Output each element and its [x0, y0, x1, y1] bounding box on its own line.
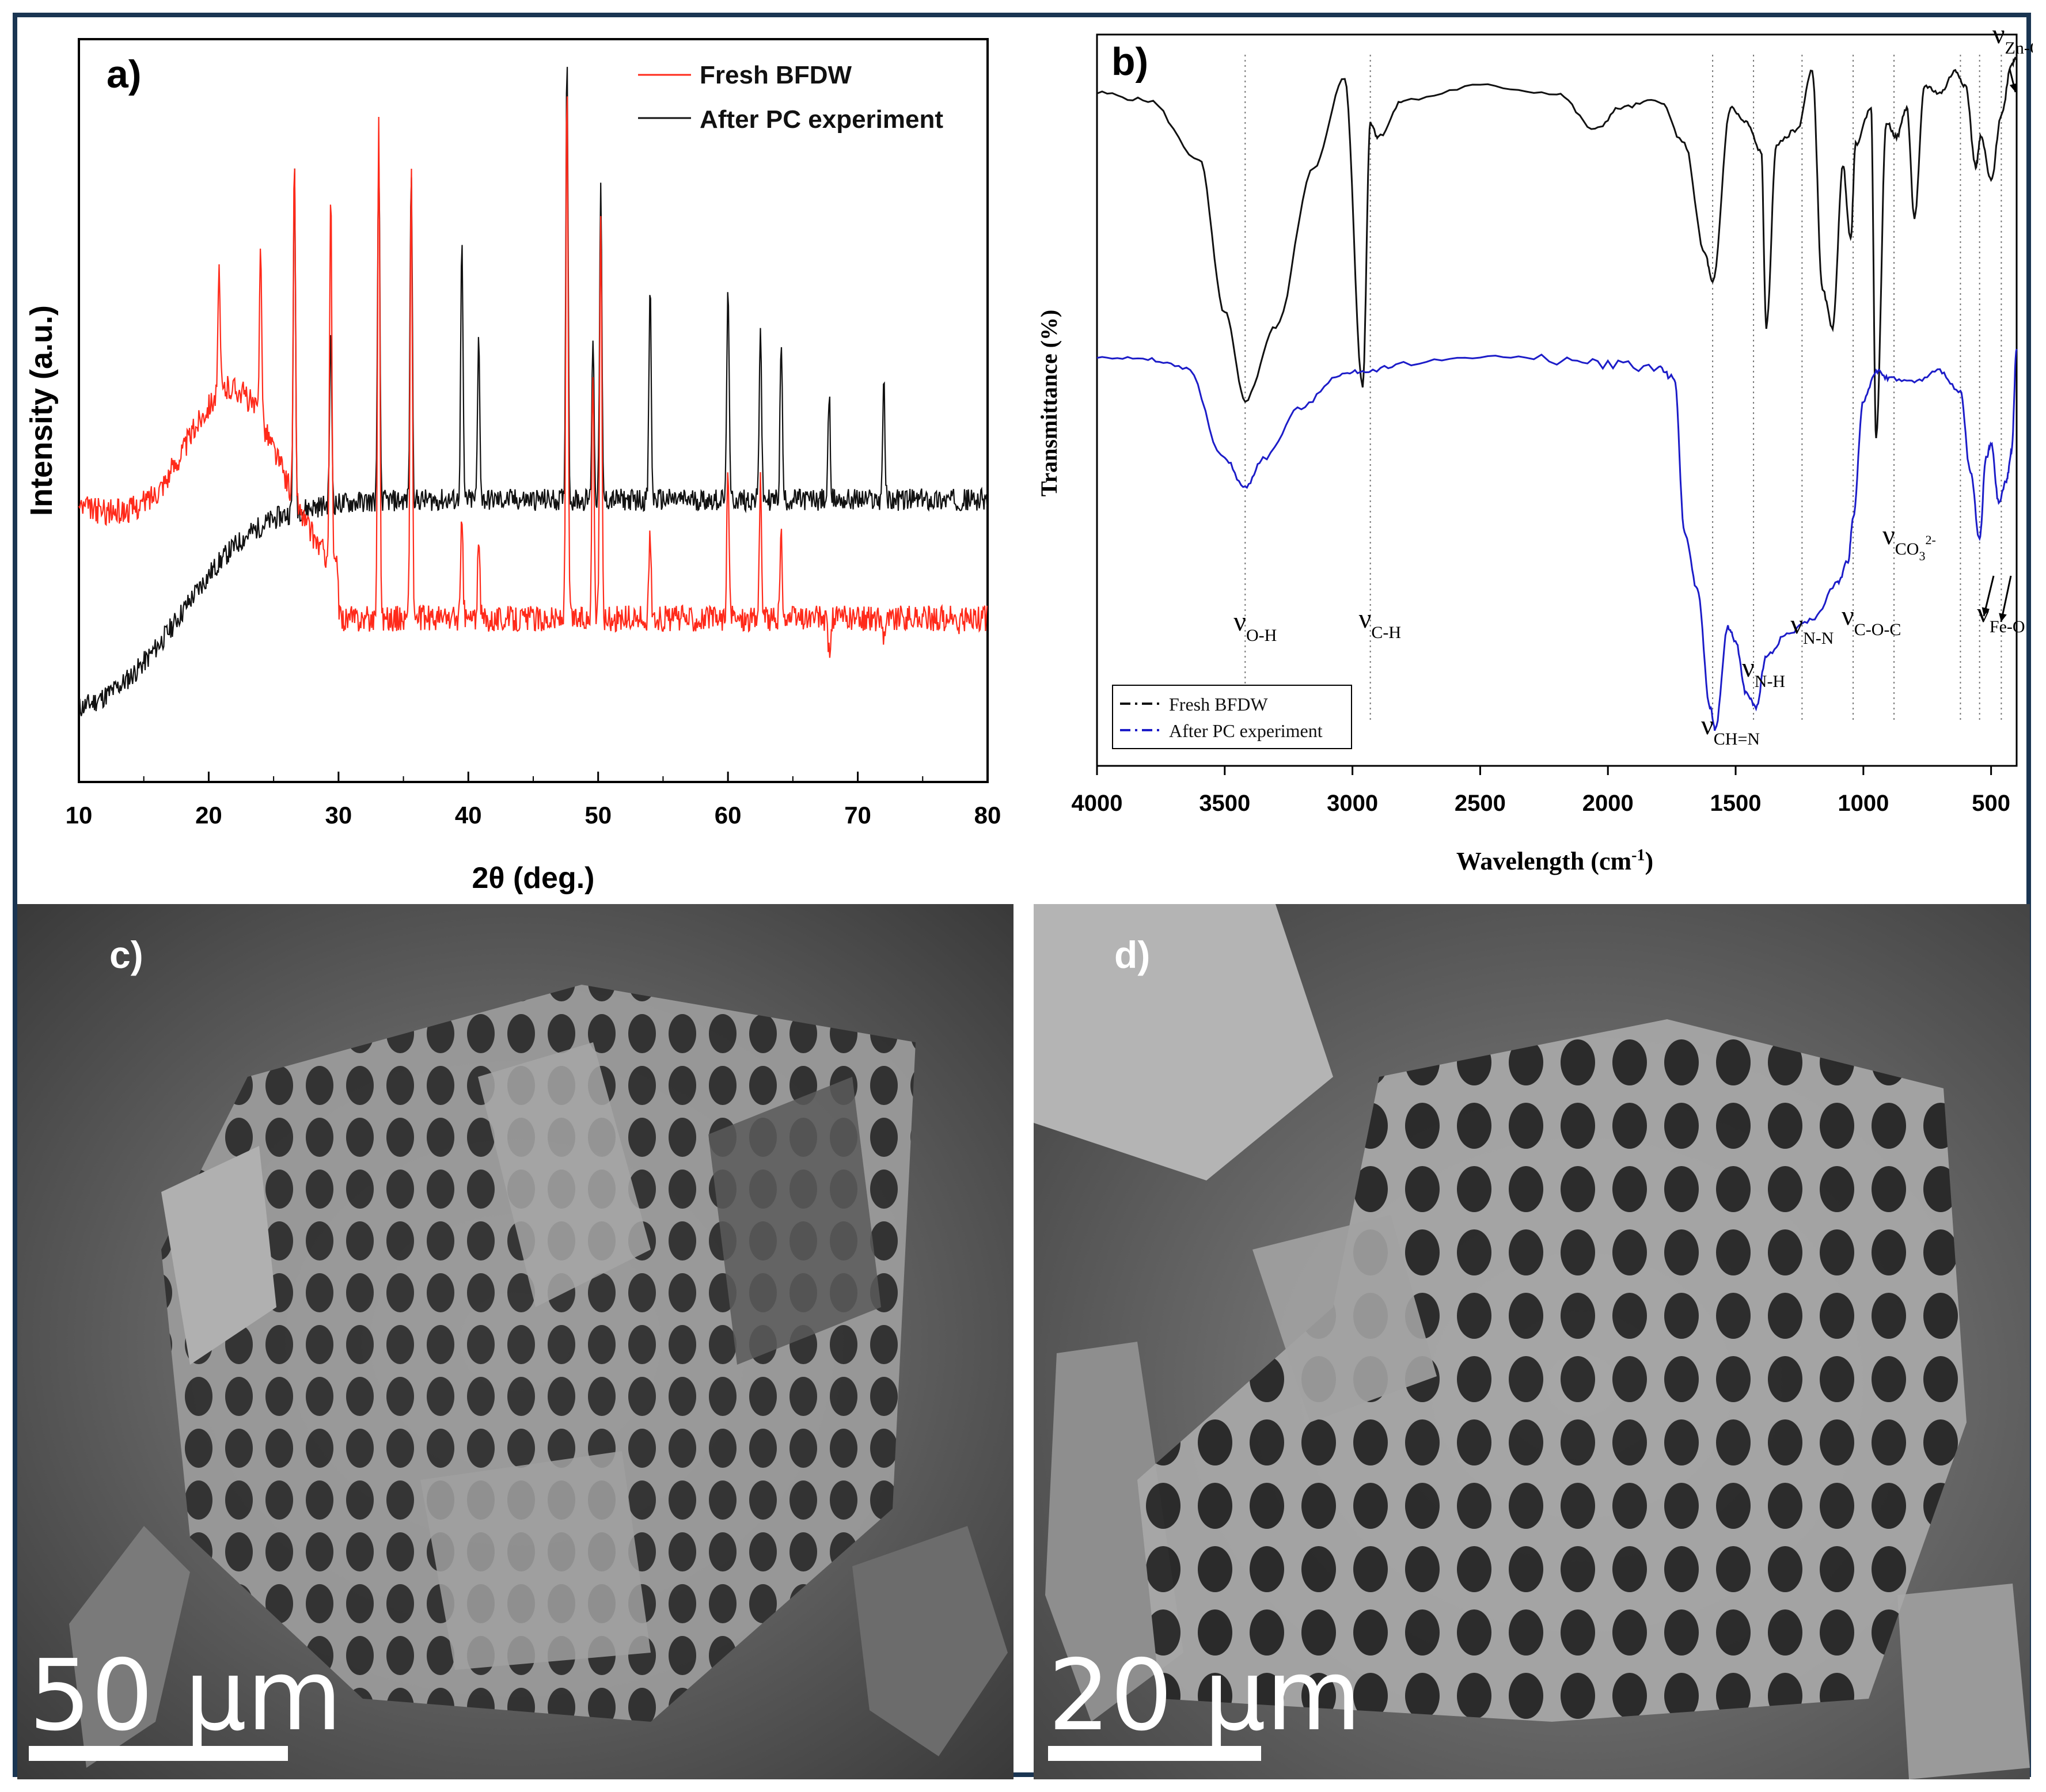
ftir-legend-box	[1112, 685, 1352, 749]
xrd-x-tick-label: 70	[844, 802, 871, 829]
scale-bar-d	[1048, 1746, 1261, 1761]
ftir-x-tick-label: 3000	[1327, 791, 1378, 816]
legend-a-fresh-label: Fresh BFDW	[700, 61, 852, 89]
xrd-plot-frame	[78, 38, 989, 783]
xrd-chart: 10 20 30 40 50 60 70 80 a) Fresh BFDW After PC …	[24, 38, 1001, 895]
ftir-band-label: νCH=N	[1701, 710, 1760, 749]
xrd-x-tick-label: 50	[584, 802, 612, 829]
scale-bar-c	[29, 1746, 288, 1761]
ftir-plot-frame	[1096, 33, 2018, 767]
panel-d-label: d)	[1114, 933, 1151, 976]
xrd-x-tick-label: 40	[455, 802, 482, 829]
ftir-x-tick-label: 4000	[1072, 791, 1123, 816]
panel-b-label: b)	[1111, 40, 1148, 83]
ftir-arrow-head	[2009, 83, 2018, 92]
ftir-x-tick-label: 500	[1972, 791, 2010, 816]
ftir-x-axis-title: Wavelength (cm-1)	[1456, 846, 1653, 875]
xrd-series-line	[78, 67, 988, 716]
ftir-y-axis-title: Transmittance (%)	[1036, 310, 1062, 497]
ftir-band-label: νN-H	[1742, 652, 1785, 691]
sem-texture-c	[17, 904, 1013, 1779]
ftir-x-tick-label: 2500	[1455, 791, 1506, 816]
legend-b-after-label: After PC experiment	[1169, 720, 1323, 741]
legend-b-fresh-label: Fresh BFDW	[1169, 694, 1268, 715]
xrd-series-line	[78, 96, 988, 658]
xrd-x-tick-label: 80	[974, 802, 1001, 829]
xrd-y-axis-title: Intensity (a.u.)	[24, 305, 59, 516]
ftir-arrow-head	[1999, 613, 2007, 622]
ftir-band-label: νC-O-C	[1842, 601, 1901, 639]
legend-a-after-label: After PC experiment	[700, 105, 943, 134]
ftir-band-label: νC-H	[1359, 603, 1401, 642]
ftir-chart: 4000 3500 3000 2500 2000 1500 1000 500 νO-H νC-H…	[1036, 19, 2033, 875]
ftir-series-line	[1096, 348, 2018, 731]
sem-image-d: d) 20 µm	[1034, 904, 2030, 1779]
ftir-series-line	[1096, 56, 2018, 438]
scale-bar-c-label: 50 µm	[29, 1639, 343, 1753]
ftir-arrow-head	[1982, 607, 1990, 616]
xrd-x-axis-title: 2θ (deg.)	[472, 861, 594, 895]
xrd-x-tick-label: 30	[325, 802, 352, 829]
xrd-x-tick-label: 60	[715, 802, 742, 829]
scale-bar-d-label: 20 µm	[1048, 1639, 1362, 1753]
ftir-x-tick-label: 1000	[1838, 791, 1889, 816]
ftir-band-label: νZn-O	[1992, 19, 2033, 58]
ftir-band-label: νO-H	[1233, 606, 1277, 645]
sem-texture-d	[1034, 904, 2030, 1779]
ftir-band-label: νN-N	[1790, 609, 1834, 648]
panel-a-label: a)	[107, 52, 141, 96]
ftir-band-label: νCO32-	[1882, 520, 1936, 563]
ftir-x-tick-label: 1500	[1710, 791, 1762, 816]
xrd-x-tick-label: 20	[195, 802, 222, 829]
sem-image-c: c) 50 µm	[17, 904, 1013, 1779]
panel-c-label: c)	[109, 933, 143, 976]
ftir-x-tick-label: 2000	[1582, 791, 1634, 816]
xrd-x-tick-label: 10	[66, 802, 93, 829]
ftir-x-tick-label: 3500	[1199, 791, 1250, 816]
